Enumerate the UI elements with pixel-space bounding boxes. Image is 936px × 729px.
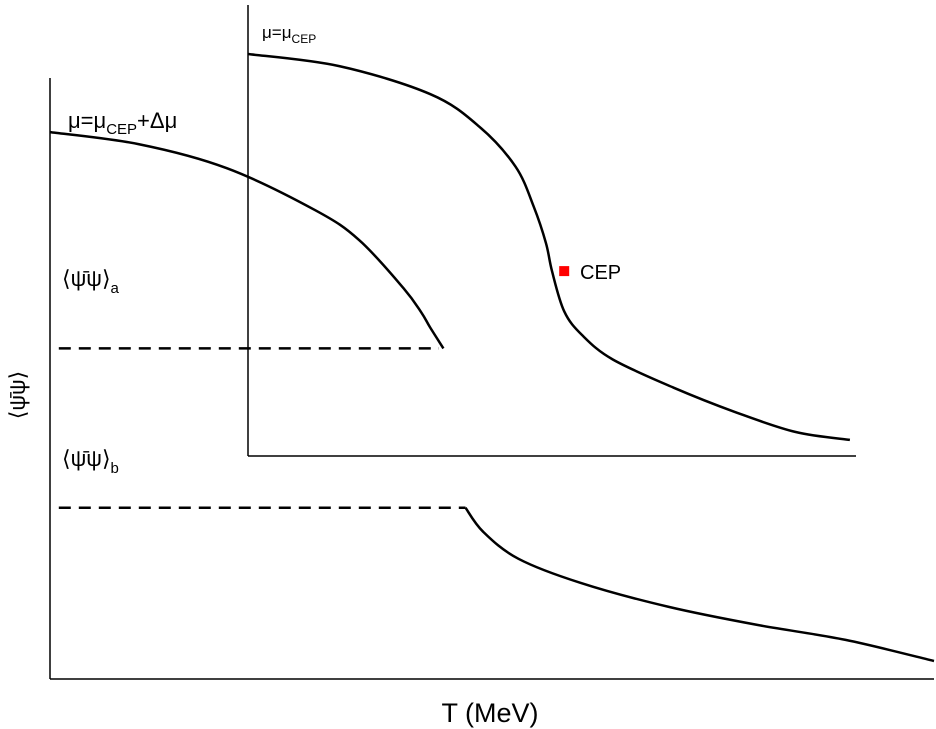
point-group <box>559 266 570 277</box>
outer-series-3-curve <box>464 506 935 663</box>
inset-series-group <box>247 52 851 442</box>
label-mu-cep-plus-dmu: μ=μCEP+Δμ <box>68 108 177 138</box>
label-mu-cep-plus-dmu-sub: CEP <box>106 121 137 138</box>
label-condensate-a-main: ⟨ψ̄ψ⟩ <box>62 266 111 291</box>
inset-series-0-curve <box>247 52 851 442</box>
label-condensate-b-sub: b <box>111 460 119 477</box>
label-mu-cep-main: μ=μ <box>262 23 292 42</box>
cep-label: CEP <box>580 262 621 284</box>
cep-point-marker <box>559 266 570 277</box>
outer-series-0-curve <box>49 130 445 350</box>
y-axis-label: ⟨ψ̄ψ⟩ <box>5 371 30 420</box>
outer-series-group <box>49 130 935 663</box>
x-axis-label: T (MeV) <box>441 698 538 728</box>
label-mu-cep-plus-dmu-main: μ=μ <box>68 108 106 133</box>
label-condensate-b-main: ⟨ψ̄ψ⟩ <box>62 446 111 471</box>
label-condensate-b: ⟨ψ̄ψ⟩b <box>62 446 119 477</box>
label-mu-cep: μ=μCEP <box>262 23 316 46</box>
label-mu-cep-plus-dmu-tail: +Δμ <box>137 108 177 133</box>
label-condensate-a-sub: a <box>111 280 120 297</box>
label-condensate-a: ⟨ψ̄ψ⟩a <box>62 266 120 297</box>
label-mu-cep-sub: CEP <box>292 32 317 46</box>
